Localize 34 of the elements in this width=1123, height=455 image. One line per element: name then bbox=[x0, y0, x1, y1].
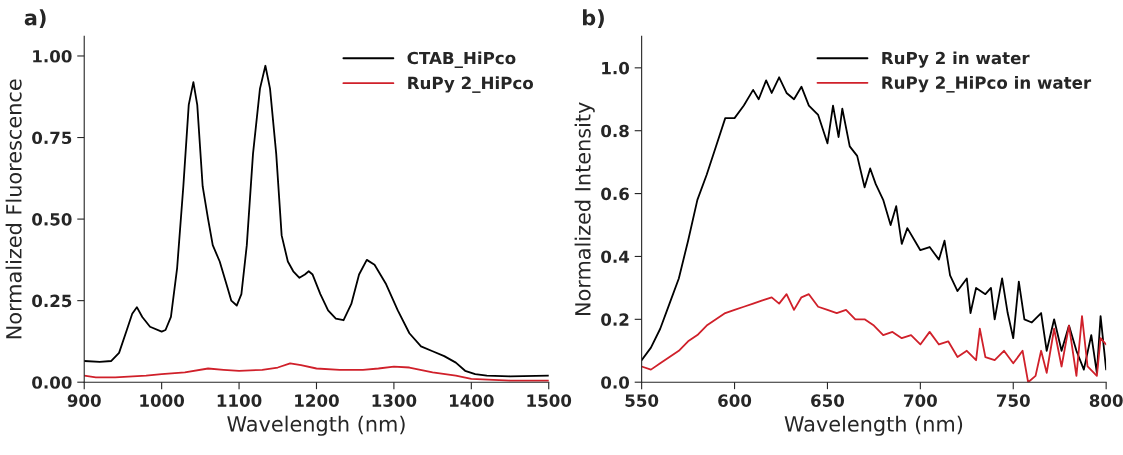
y-tick-label: 1.0 bbox=[602, 61, 630, 75]
y-tick-label: 0.75 bbox=[32, 131, 72, 145]
y-axis-title: Normalized Intensity bbox=[574, 102, 595, 315]
x-tick-label: 750 bbox=[996, 394, 1030, 407]
y-tick-label: 1.00 bbox=[33, 49, 72, 63]
y-tick-label: 0.8 bbox=[601, 124, 629, 138]
y-tick-label: 0.4 bbox=[601, 250, 630, 264]
x-tick-label: 1400 bbox=[450, 394, 494, 407]
y-tick-label: 0.25 bbox=[32, 294, 72, 308]
y-tick-label: 0.0 bbox=[601, 376, 630, 389]
y-axis-title: Normalized Fluorescence bbox=[5, 79, 22, 339]
y-tick-label: 0.2 bbox=[601, 313, 629, 326]
x-tick-label: 900 bbox=[67, 394, 101, 407]
x-tick-label: 1300 bbox=[372, 394, 417, 407]
x-tick-label: 1100 bbox=[217, 394, 262, 407]
x-tick-label: 1500 bbox=[527, 394, 572, 407]
legend-label: RuPy 2_HiPco in water bbox=[882, 75, 1092, 93]
x-tick-label: 800 bbox=[1089, 394, 1123, 407]
y-tick-label: 0.50 bbox=[32, 213, 72, 226]
legend-label: CTAB_HiPco bbox=[407, 51, 516, 68]
x-tick-label: 550 bbox=[625, 394, 659, 407]
legend-label: RuPy 2 in water bbox=[882, 51, 1030, 68]
y-tick-label: 0.6 bbox=[601, 187, 629, 201]
x-tick-label: 1200 bbox=[295, 394, 339, 407]
x-tick-label: 1000 bbox=[140, 394, 185, 407]
x-tick-label: 650 bbox=[811, 394, 845, 407]
text: a) bbox=[24, 9, 46, 28]
x-axis-title: Wavelength (nm) bbox=[784, 415, 963, 436]
x-tick-label: 600 bbox=[718, 394, 752, 407]
x-tick-label: 700 bbox=[904, 394, 937, 407]
y-tick-label: 0.00 bbox=[32, 376, 72, 389]
x-axis-title: Wavelength (nm) bbox=[227, 415, 405, 436]
legend-label: RuPy 2_HiPco bbox=[408, 76, 534, 93]
text: b) bbox=[583, 9, 604, 28]
